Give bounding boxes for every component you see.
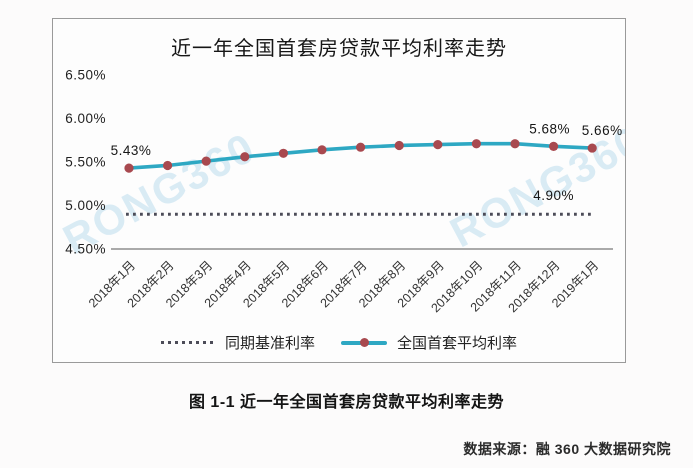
series-marker bbox=[549, 141, 559, 151]
y-axis-tick-label: 4.50% bbox=[65, 242, 106, 257]
series-marker bbox=[317, 145, 327, 155]
series-marker bbox=[433, 140, 443, 150]
annotation-label: 5.66% bbox=[582, 123, 623, 138]
series-marker bbox=[394, 140, 404, 151]
plot-area: RONG360 RONG3606.50%6.00%5.50%5.00%4.50%5… bbox=[55, 68, 625, 316]
series-marker bbox=[240, 152, 250, 162]
annotation-label: 4.90% bbox=[533, 188, 574, 203]
legend: 同期基准利率 全国首套平均利率 bbox=[53, 332, 625, 353]
marker-dot-icon bbox=[359, 338, 369, 347]
series-marker bbox=[471, 139, 481, 149]
series-marker bbox=[201, 156, 211, 166]
y-axis-tick-label: 6.00% bbox=[65, 111, 106, 126]
figure-caption: 图 1-1 近一年全国首套房贷款平均利率走势 bbox=[188, 394, 505, 411]
series-marker bbox=[510, 139, 520, 149]
annotation-label: 5.68% bbox=[529, 121, 570, 136]
dotted-line-swatch-icon bbox=[160, 341, 215, 344]
chart-frame: 近一年全国首套房贷款平均利率走势 RONG360 RONG360 6.50% 6.00… bbox=[52, 18, 626, 363]
series-marker bbox=[278, 148, 288, 158]
line-marker-swatch-icon bbox=[341, 338, 387, 347]
y-axis-tick-label: 6.50% bbox=[65, 68, 106, 83]
legend-benchmark-label: 同期基准利率 bbox=[224, 335, 315, 352]
series-marker bbox=[124, 163, 134, 173]
legend-item-benchmark: 同期基准利率 bbox=[160, 332, 315, 353]
annotation-label: 5.43% bbox=[111, 143, 152, 158]
series-marker bbox=[356, 142, 366, 152]
y-axis-tick-label: 5.00% bbox=[65, 198, 106, 213]
legend-item-series: 全国首套平均利率 bbox=[341, 332, 517, 353]
y-axis-tick-label: 5.50% bbox=[65, 155, 106, 170]
chart-title: 近一年全国首套房贷款平均利率走势 bbox=[171, 38, 507, 60]
series-marker bbox=[587, 143, 597, 153]
series-marker bbox=[163, 160, 173, 171]
data-source: 数据来源：融 360 大数据研究院 bbox=[463, 441, 671, 457]
legend-series-label: 全国首套平均利率 bbox=[397, 335, 518, 352]
